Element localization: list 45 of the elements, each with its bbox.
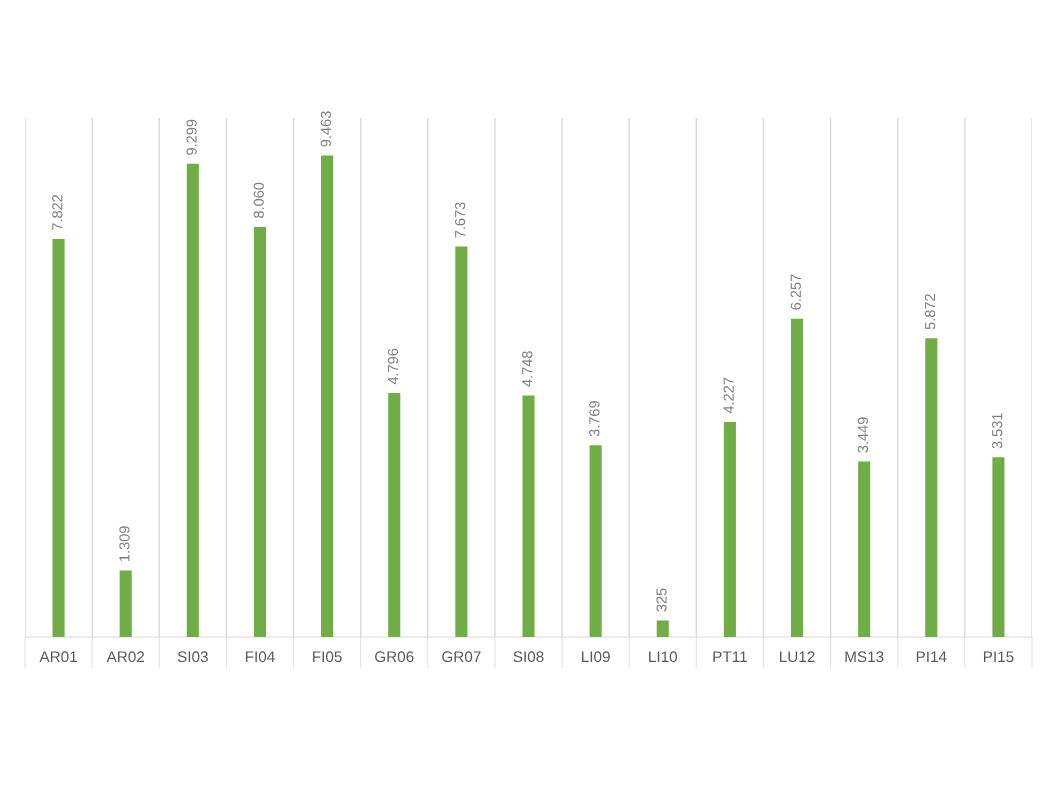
data-label: 4.796 bbox=[387, 348, 399, 385]
data-label: 7.822 bbox=[52, 194, 63, 230]
bar bbox=[253, 226, 267, 637]
x-tick-label: GR06 bbox=[375, 651, 414, 663]
bar bbox=[388, 392, 401, 637]
data-label: 7.673 bbox=[454, 202, 466, 238]
data-label: 9.463 bbox=[320, 111, 332, 147]
data-label: 3.531 bbox=[992, 413, 1003, 449]
x-tick-label: MS13 bbox=[845, 651, 884, 663]
bar bbox=[186, 163, 199, 637]
bar bbox=[656, 620, 669, 637]
data-label: 9.299 bbox=[186, 119, 197, 155]
x-tick-label: SI08 bbox=[513, 651, 544, 663]
bar bbox=[455, 246, 468, 637]
x-tick-label: LU12 bbox=[780, 651, 815, 663]
bar bbox=[723, 421, 736, 637]
bar bbox=[992, 457, 1005, 637]
data-label: 3.769 bbox=[589, 401, 600, 437]
x-tick-label: FI04 bbox=[245, 651, 275, 663]
data-label: 325 bbox=[656, 588, 667, 612]
x-tick-label: SI03 bbox=[177, 651, 208, 663]
bar bbox=[522, 395, 535, 637]
bar bbox=[925, 338, 938, 637]
data-label: 4.227 bbox=[723, 377, 734, 414]
x-tick-label: PI14 bbox=[916, 651, 947, 662]
x-tick-label: AR02 bbox=[106, 651, 145, 663]
data-label: 6.257 bbox=[790, 274, 801, 310]
data-label: 3.449 bbox=[857, 417, 869, 453]
x-tick-label: LI09 bbox=[582, 651, 610, 663]
x-tick-label: FI05 bbox=[313, 651, 342, 663]
bar bbox=[52, 239, 65, 637]
bar bbox=[321, 155, 334, 637]
x-tick-label: GR07 bbox=[442, 651, 481, 663]
data-label: 5.872 bbox=[924, 294, 936, 330]
data-label: 1.309 bbox=[119, 526, 130, 561]
x-tick-label: PI15 bbox=[983, 651, 1014, 663]
bar bbox=[790, 318, 804, 637]
data-label: 8.060 bbox=[253, 182, 264, 218]
x-tick-label: LI10 bbox=[649, 651, 678, 663]
bar bbox=[858, 461, 871, 637]
x-tick-label: AR01 bbox=[39, 651, 77, 663]
data-label: 4.748 bbox=[522, 351, 533, 387]
bar bbox=[119, 570, 132, 637]
x-tick-label: PT11 bbox=[713, 651, 747, 662]
bar bbox=[589, 445, 602, 637]
